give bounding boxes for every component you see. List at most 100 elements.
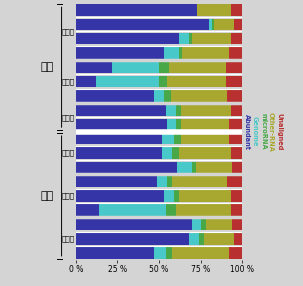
Bar: [164, 90, 171, 102]
Bar: [234, 233, 242, 245]
Bar: [76, 4, 198, 16]
Bar: [164, 190, 174, 202]
Bar: [172, 247, 229, 259]
Bar: [158, 176, 168, 187]
Bar: [182, 47, 229, 59]
Bar: [231, 4, 242, 16]
Bar: [201, 219, 206, 230]
Bar: [162, 147, 172, 159]
Bar: [162, 133, 174, 144]
Bar: [189, 233, 199, 245]
Text: 통증군: 통증군: [62, 28, 75, 35]
Bar: [154, 90, 164, 102]
Bar: [181, 104, 231, 116]
Bar: [227, 90, 242, 102]
Bar: [154, 247, 166, 259]
Bar: [76, 133, 162, 144]
Text: Unaligned: Unaligned: [276, 113, 282, 150]
Text: Genome: Genome: [252, 116, 258, 147]
Bar: [76, 90, 154, 102]
Bar: [231, 104, 242, 116]
Text: 피보군: 피보군: [62, 78, 75, 85]
Bar: [231, 147, 242, 159]
Bar: [174, 133, 181, 144]
Bar: [198, 4, 231, 16]
Bar: [196, 162, 232, 173]
Bar: [212, 19, 214, 30]
Bar: [229, 247, 242, 259]
Bar: [176, 119, 181, 130]
Text: Other-RNA: Other-RNA: [268, 112, 274, 152]
Bar: [181, 119, 229, 130]
Bar: [159, 61, 169, 73]
Bar: [227, 176, 242, 187]
Bar: [76, 190, 164, 202]
Text: 통증군: 통증군: [62, 150, 75, 156]
Bar: [164, 47, 179, 59]
Bar: [179, 33, 189, 44]
Bar: [76, 219, 192, 230]
Bar: [166, 104, 176, 116]
Bar: [172, 147, 179, 159]
Bar: [189, 33, 192, 44]
Bar: [179, 47, 182, 59]
Bar: [179, 190, 231, 202]
Bar: [181, 133, 229, 144]
Bar: [232, 162, 242, 173]
Bar: [234, 19, 242, 30]
Bar: [159, 76, 167, 87]
Bar: [171, 90, 227, 102]
Bar: [176, 104, 181, 116]
Bar: [229, 119, 242, 130]
Bar: [76, 104, 166, 116]
Bar: [76, 147, 162, 159]
Bar: [229, 133, 242, 144]
Bar: [99, 204, 166, 216]
Bar: [168, 76, 226, 87]
Text: Abundant: Abundant: [244, 114, 250, 150]
Bar: [192, 219, 201, 230]
Bar: [166, 204, 176, 216]
Text: 남성: 남성: [40, 62, 53, 72]
Bar: [231, 33, 242, 44]
Text: microRNA: microRNA: [260, 113, 266, 150]
Bar: [206, 219, 232, 230]
Text: 피보군: 피보군: [62, 192, 75, 199]
Bar: [76, 204, 99, 216]
Bar: [168, 176, 172, 187]
Bar: [174, 190, 179, 202]
Bar: [229, 47, 242, 59]
Bar: [231, 204, 242, 216]
Text: 대조군: 대조군: [62, 235, 75, 242]
Bar: [231, 190, 242, 202]
Bar: [192, 162, 196, 173]
Bar: [76, 33, 179, 44]
Bar: [226, 61, 242, 73]
Bar: [179, 147, 231, 159]
Bar: [168, 119, 176, 130]
Bar: [76, 233, 189, 245]
Bar: [209, 19, 212, 30]
Bar: [76, 176, 158, 187]
Bar: [226, 76, 242, 87]
Text: 대조군: 대조군: [62, 114, 75, 121]
Bar: [166, 247, 172, 259]
Bar: [192, 33, 231, 44]
Bar: [76, 76, 96, 87]
Bar: [76, 162, 178, 173]
Text: 여성: 여성: [40, 191, 53, 201]
Bar: [214, 19, 234, 30]
Bar: [112, 61, 159, 73]
Bar: [76, 119, 168, 130]
Bar: [178, 162, 192, 173]
Bar: [76, 47, 164, 59]
Bar: [232, 219, 242, 230]
Bar: [199, 233, 204, 245]
Bar: [169, 61, 226, 73]
Bar: [172, 176, 227, 187]
Bar: [204, 233, 234, 245]
Bar: [76, 19, 209, 30]
Bar: [76, 247, 154, 259]
Bar: [96, 76, 159, 87]
Bar: [76, 61, 112, 73]
